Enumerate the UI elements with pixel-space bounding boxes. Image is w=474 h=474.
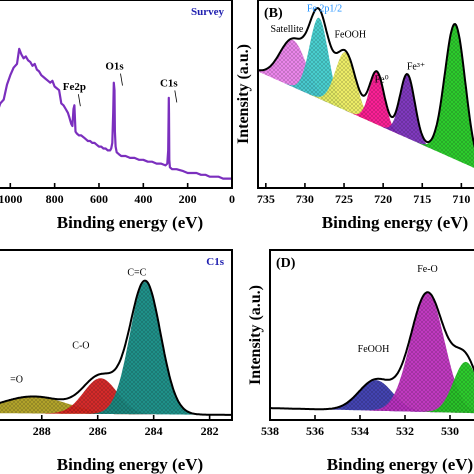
peak-annotation: Satellite <box>271 24 304 35</box>
annotation-leader <box>77 94 81 107</box>
peak-annotation: Fe-O <box>417 264 438 275</box>
x-tick-label: 710 <box>452 192 470 206</box>
envelope-line <box>270 291 474 411</box>
series-line <box>0 47 232 180</box>
x-tick-label: 720 <box>374 192 392 206</box>
annotation-leader <box>174 90 178 103</box>
x-tick-label: 1000 <box>0 192 22 206</box>
annotation-leader <box>120 73 123 86</box>
x-tick-label: 288 <box>33 424 51 438</box>
x-axis-label: Binding energy (eV) <box>322 213 468 232</box>
x-tick-label: 530 <box>441 424 459 438</box>
peak-annotation: Fe 2p1/2 <box>307 3 342 14</box>
panel-b: 735 730 725 720 715 710 Binding energy (eV) Int… <box>235 0 474 232</box>
x-tick-label: 284 <box>145 424 163 438</box>
x-tick-label: 0 <box>229 192 235 206</box>
peak-annotation: C-O <box>72 341 89 352</box>
x-tick-label: 286 <box>89 424 107 438</box>
x-tick-label: 715 <box>413 192 431 206</box>
peak-annotation: O1s <box>105 61 124 73</box>
envelope-line <box>0 279 232 416</box>
x-tick-label: 282 <box>201 424 219 438</box>
envelope-line <box>258 7 474 149</box>
peak-fill-fe2p32 <box>258 24 474 168</box>
panel-d: 538 536 534 532 530 Binding energy (eV) Intens… <box>247 249 474 474</box>
plot-area <box>0 279 232 416</box>
x-tick-label: 532 <box>396 424 414 438</box>
plot-area <box>270 291 474 414</box>
x-tick-label: 600 <box>90 192 108 206</box>
peak-fill-fe2p <box>270 361 474 414</box>
peak-annotation: FeOOH <box>358 344 390 355</box>
x-tick-label: 800 <box>46 192 64 206</box>
x-tick-label: 538 <box>261 424 279 438</box>
x-tick-label: 200 <box>179 192 197 206</box>
panel-label: (D) <box>276 256 296 271</box>
peak-fill-co <box>0 396 232 415</box>
x-tick-label: 725 <box>335 192 353 206</box>
x-axis-label: Binding energy (eV) <box>57 213 203 232</box>
x-tick-label: 400 <box>134 192 152 206</box>
y-axis-label: Intensity (a.u.) <box>247 285 264 385</box>
x-axis-label: Binding energy (eV) <box>327 455 473 474</box>
panel-c: 288 286 284 282 Binding energy (eV) C1s C=C C-O… <box>0 249 233 474</box>
panel-title: Survey <box>191 6 225 18</box>
peak-fill-feooh <box>270 380 474 414</box>
peak-annotation: C1s <box>160 77 178 89</box>
x-tick-label: 735 <box>257 192 275 206</box>
y-axis-label: Intensity (a.u.) <box>235 44 252 144</box>
axes-frame <box>269 249 474 421</box>
peak-annotation: Fe2p <box>63 81 86 93</box>
axes-frame <box>0 249 233 421</box>
peak-fill-feo <box>270 293 474 414</box>
peak-annotation: C=C <box>127 268 146 279</box>
panel-label: (B) <box>264 6 283 21</box>
peak-fill-fe2p12 <box>258 17 474 168</box>
axes-frame <box>0 0 233 189</box>
peak-fill-cc <box>0 281 232 415</box>
panel-title: C1s <box>206 256 224 268</box>
x-axis-label: Binding energy (eV) <box>57 455 203 474</box>
peak-annotation: Fe⁰ <box>375 75 389 86</box>
plot-area <box>0 47 232 180</box>
x-tick-label: 730 <box>296 192 314 206</box>
peak-annotation: FeOOH <box>334 30 366 41</box>
plot-area <box>258 7 474 168</box>
peak-annotation: Fe³⁺ <box>407 62 425 73</box>
x-tick-label: 534 <box>351 424 369 438</box>
panel-a: 1000 800 600 400 200 0 Binding energy (eV) Surv… <box>0 0 235 232</box>
peak-annotation: =O <box>10 375 23 386</box>
axes-frame <box>257 0 474 189</box>
x-tick-label: 536 <box>306 424 324 438</box>
